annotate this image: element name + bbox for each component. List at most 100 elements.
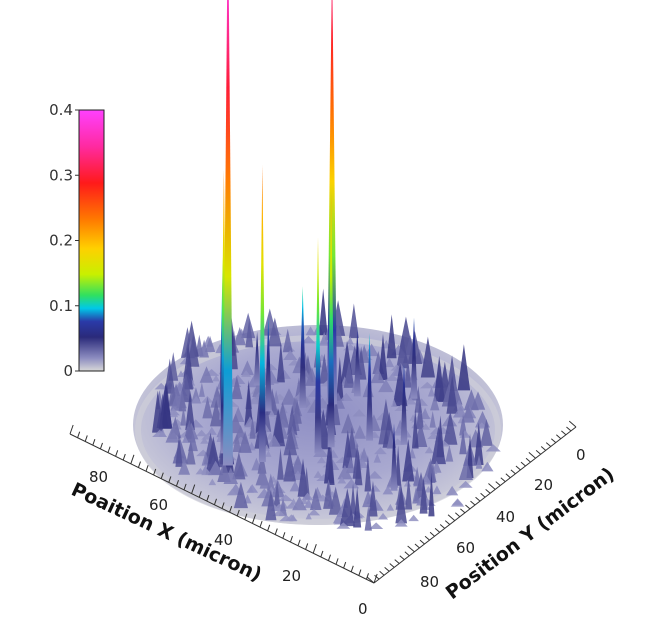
surface-bump <box>289 480 301 492</box>
surface-peak <box>222 0 233 466</box>
x-axis-tick <box>320 550 324 558</box>
surface-bump <box>403 397 418 405</box>
x-axis-tick <box>373 573 378 584</box>
colorbar-tick-label: 0.2 <box>49 232 73 250</box>
surface-bump <box>353 425 366 439</box>
surface-bump <box>352 409 366 417</box>
surface-bump <box>354 449 363 486</box>
y-axis-tick <box>379 570 385 576</box>
surface-bump <box>459 428 467 455</box>
surface-bump <box>245 318 254 348</box>
surface-peak <box>366 332 374 441</box>
surface-bump <box>267 317 282 347</box>
y-axis-ticks <box>366 420 577 584</box>
y-axis-tick <box>399 555 405 560</box>
surface-bump <box>473 422 484 466</box>
surface-bump <box>419 476 428 514</box>
surface-bump <box>282 328 293 353</box>
y-axis-tick <box>568 420 577 428</box>
surface-bump <box>152 429 168 438</box>
surface-bump <box>353 486 362 528</box>
x-axis-tick <box>282 532 286 539</box>
colorbar-tick-label: 0.4 <box>49 101 73 119</box>
surface-bump <box>481 461 494 472</box>
surface-bump <box>181 435 189 443</box>
surface-bump <box>202 396 213 419</box>
surface-bump <box>207 460 224 476</box>
surface-bump <box>244 382 253 426</box>
surface-bump <box>457 344 471 391</box>
surface-bump <box>431 425 446 465</box>
surface-bump <box>446 375 458 414</box>
x-axis-tick <box>130 454 135 464</box>
y-tick-label: 60 <box>456 539 475 557</box>
surface-bump <box>208 478 217 486</box>
x-axis-tick <box>69 424 74 435</box>
y-axis-tick <box>407 545 415 553</box>
surface-bump <box>307 508 321 516</box>
x-axis-tick <box>358 569 362 576</box>
surface-bump <box>283 426 298 456</box>
y-tick-label: 0 <box>576 446 586 464</box>
y-axis-tick <box>550 438 557 443</box>
surface-bump <box>405 475 413 510</box>
surface-bump <box>316 456 327 464</box>
y-axis-tick <box>520 461 526 467</box>
x-axis-tick <box>221 502 225 509</box>
surface-bump <box>374 447 387 455</box>
surface-bump <box>232 451 246 480</box>
x-tick-label: 80 <box>89 468 108 486</box>
x-axis-tick <box>137 461 141 468</box>
surface-bump <box>246 484 259 493</box>
surface-bump <box>452 406 468 418</box>
surface-bump <box>450 499 465 507</box>
surface-bump <box>427 387 436 397</box>
surface-bump <box>267 435 281 447</box>
y-axis-tick <box>404 551 410 557</box>
surface-bump <box>368 480 378 517</box>
surface-bump <box>384 374 400 381</box>
surface-bump <box>424 446 434 454</box>
surface-bump <box>273 479 281 509</box>
surface-bump <box>313 470 323 478</box>
surface-bump <box>304 498 314 508</box>
surface-bump <box>238 430 252 453</box>
surface-bump <box>185 390 195 431</box>
surface-bump <box>420 407 430 420</box>
surface-bump <box>170 410 179 418</box>
x-axis-tick <box>267 524 271 532</box>
surface-peak <box>410 317 418 399</box>
surface-bump <box>404 357 412 388</box>
surface-bump <box>319 353 330 384</box>
surface-bump <box>480 418 493 446</box>
x-axis-tick <box>229 506 233 513</box>
surface-bump <box>359 447 369 462</box>
surface-bump <box>412 486 420 504</box>
surface-bump <box>271 408 286 447</box>
surface-bump <box>283 350 298 361</box>
surface-bump <box>195 429 208 437</box>
x-axis-tick <box>99 442 103 450</box>
surface-bump <box>231 376 243 400</box>
surface-bump <box>277 494 294 502</box>
surface-bump <box>266 473 275 491</box>
x-axis-tick <box>153 468 157 476</box>
surface-bump <box>370 367 385 384</box>
surface-bump <box>165 426 180 443</box>
surface-bump <box>421 423 431 430</box>
y-axis-tick <box>465 504 471 510</box>
surface-bump <box>463 389 479 411</box>
surface-bump <box>390 399 398 408</box>
surface-bump <box>419 381 435 389</box>
x-axis-tick <box>327 554 331 561</box>
surface-bump <box>226 488 237 496</box>
y-axis-tick <box>447 514 456 521</box>
y-axis-tick <box>566 426 572 432</box>
x-axis-tick <box>259 520 263 528</box>
surface-bump <box>408 514 419 522</box>
surface-bump <box>241 312 256 339</box>
surface-peak <box>327 0 338 405</box>
surface-bump <box>190 395 202 404</box>
x-tick-label: 60 <box>149 496 168 514</box>
surface-bump <box>364 505 372 531</box>
